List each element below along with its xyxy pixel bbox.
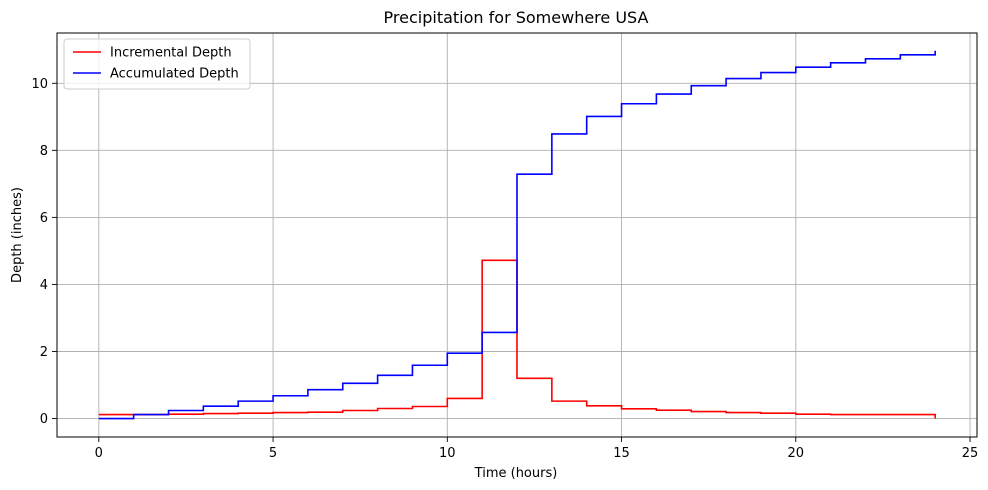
chart-title: Precipitation for Somewhere USA [384, 8, 649, 27]
y-axis-label: Depth (inches) [10, 187, 25, 283]
x-tick-label: 20 [788, 446, 805, 461]
y-tick-label: 10 [31, 77, 48, 92]
y-tick-label: 4 [40, 278, 48, 293]
plot-frame [56, 32, 978, 438]
legend-label-1: Accumulated Depth [110, 67, 239, 82]
tick-layer: 0 5 10 15 20 25 0 2 4 6 8 10 [31, 77, 978, 461]
x-tick-label: 10 [439, 446, 456, 461]
legend-box [63, 38, 251, 90]
x-axis-label: Time (hours) [474, 466, 558, 481]
legend-label-0: Incremental Depth [110, 46, 232, 61]
x-tick-label: 25 [962, 446, 979, 461]
x-tick-label: 5 [269, 446, 277, 461]
y-tick-label: 6 [40, 211, 48, 226]
y-tick-label: 8 [40, 144, 48, 159]
series-line-1 [98, 50, 936, 420]
y-tick-label: 0 [40, 412, 48, 427]
x-tick-label: 15 [613, 446, 630, 461]
legend: Incremental Depth Accumulated Depth [63, 38, 251, 90]
series-layer [98, 50, 936, 420]
axes-layer [56, 32, 978, 438]
x-tick-label: 0 [95, 446, 103, 461]
y-tick-label: 2 [40, 345, 48, 360]
